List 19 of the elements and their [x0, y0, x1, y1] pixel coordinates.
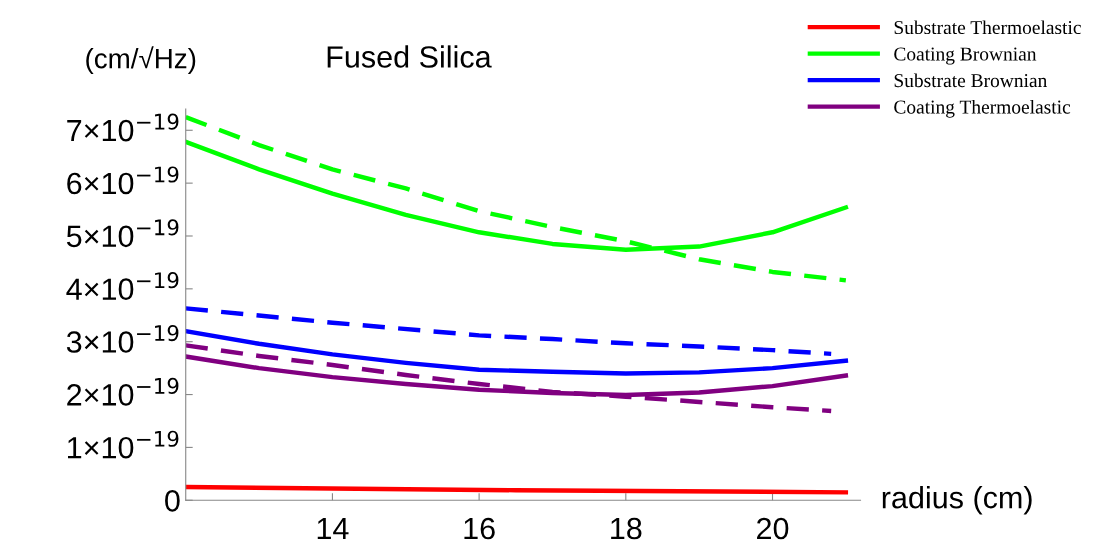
y-tick-label: 7×10$^{−19}$ [67, 113, 179, 142]
legend-label: Coating Brownian [894, 47, 1037, 65]
y-tick-label: 0 [165, 490, 180, 512]
y-tick-label: 2×10$^{−19}$ [67, 377, 179, 406]
y-tick-label: 5×10$^{−19}$ [66, 219, 179, 248]
x-axis-title: radius (cm) [882, 486, 1032, 515]
y-tick-label: 3×10$^{−19}$ [66, 324, 179, 353]
y-tick-label: 4×10$^{−19}$ [66, 272, 179, 300]
y-axis-title: (cm/√Hz) [86, 46, 196, 74]
x-tick-label: 18 [611, 517, 642, 540]
x-tick-label: 14 [317, 518, 349, 540]
legend-label: Coating Thermoelastic [894, 99, 1071, 118]
y-tick-label: 6×10$^{−19}$ [67, 166, 179, 195]
y-tick-label: 1×10$^{−19}$ [68, 430, 179, 459]
x-tick-label: 20 [757, 517, 789, 540]
legend-label: Substrate Brownian [894, 73, 1048, 88]
legend-label: Substrate Thermoelastic [894, 20, 1081, 35]
chart-title: Fused Silica [327, 45, 492, 68]
x-tick-label: 16 [464, 517, 495, 540]
